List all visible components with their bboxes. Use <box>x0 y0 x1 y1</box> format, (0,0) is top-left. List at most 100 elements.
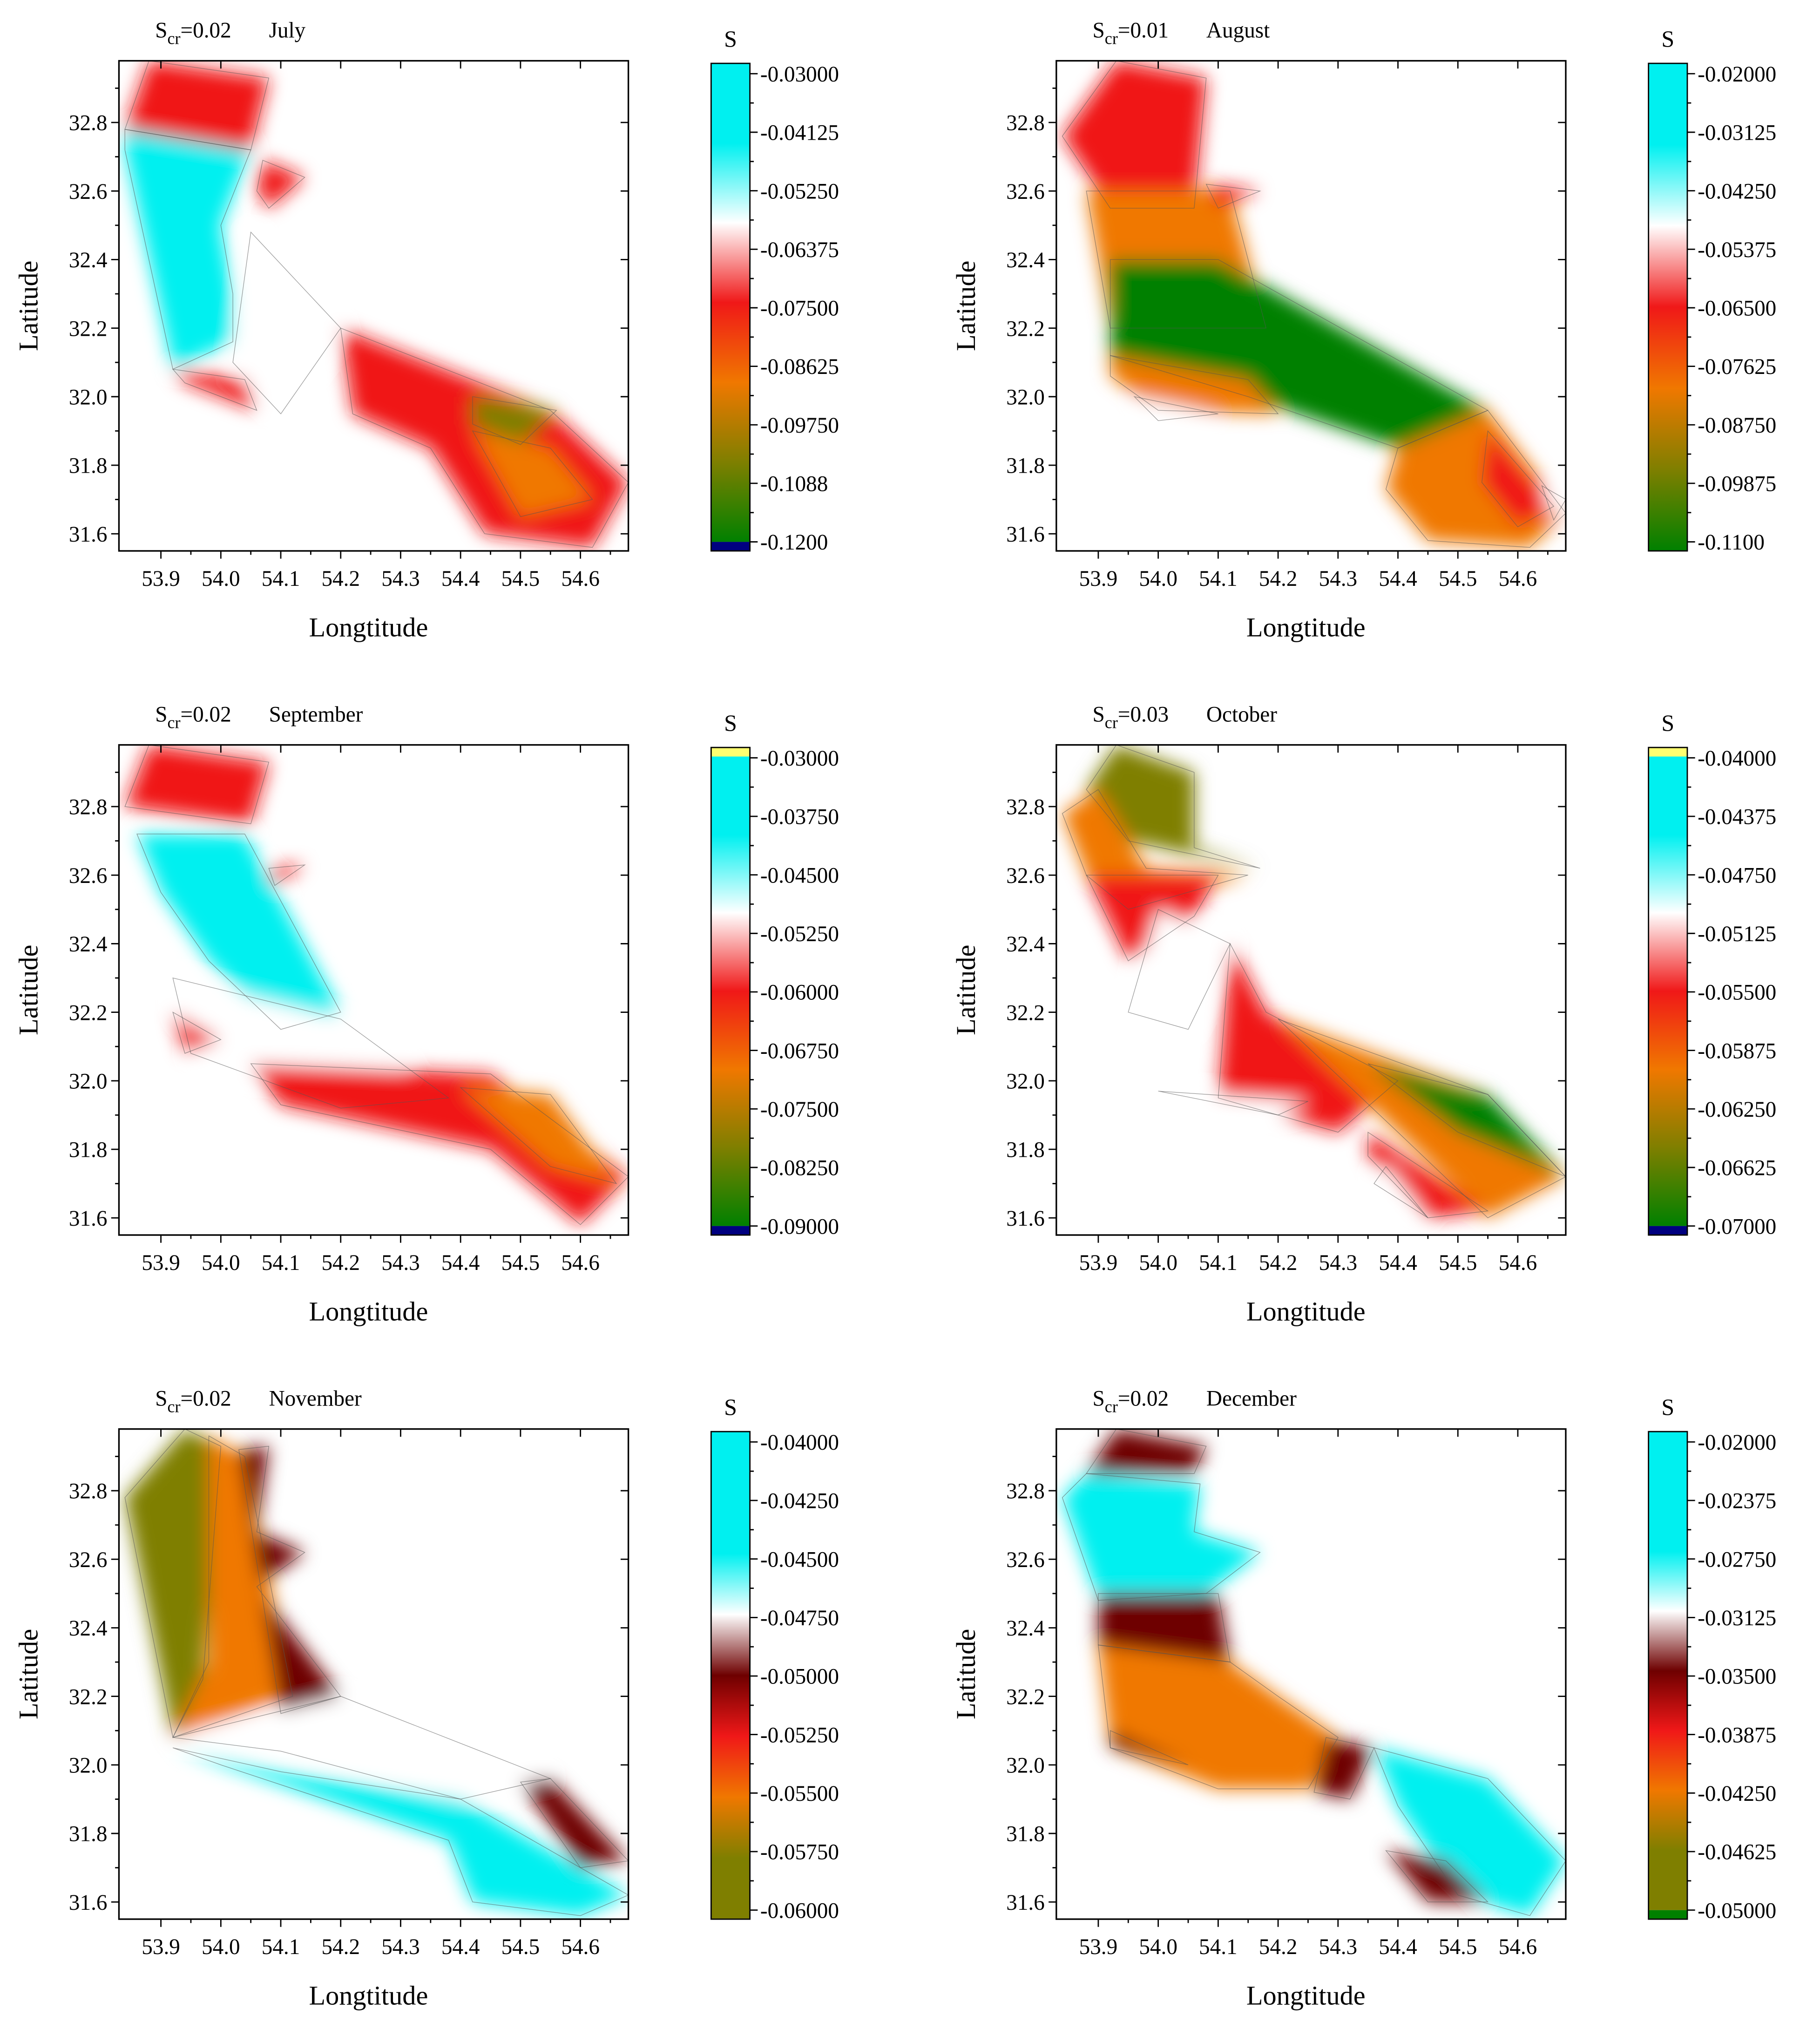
y-tick-label: 31.6 <box>69 1891 108 1915</box>
colorbar-tick-label: -0.04000 <box>760 1431 839 1455</box>
x-tick-label: 54.5 <box>501 1251 540 1275</box>
x-tick-label: 54.5 <box>501 567 540 591</box>
colorbar-tick-label: -0.07500 <box>760 1098 839 1122</box>
colorbar-tick-label: -0.06250 <box>1698 1098 1776 1122</box>
x-tick-label: 54.5 <box>1439 567 1477 591</box>
x-axis-label: Longtitude <box>1246 612 1366 642</box>
y-axis-label: Latitude <box>951 1629 981 1719</box>
contour-region <box>1542 486 1566 520</box>
colorbar-tick-label: -0.03875 <box>1698 1723 1776 1747</box>
scr-subscript: cr <box>1105 713 1118 732</box>
contour-region <box>1482 431 1554 527</box>
contour-line <box>1086 1429 1207 1474</box>
contour-region <box>1062 61 1206 209</box>
contour-region <box>1278 1019 1566 1218</box>
colorbar-tick-label: -0.08250 <box>760 1156 839 1181</box>
y-tick-label: 31.8 <box>69 1822 108 1846</box>
scr-value: =0.03 <box>1118 703 1169 727</box>
y-tick-label: 32.8 <box>69 1479 108 1504</box>
colorbar-under-swatch <box>711 1226 750 1235</box>
contour-region <box>173 1436 293 1737</box>
contour-region <box>1158 1091 1308 1115</box>
colorbar-tick-label: -0.07625 <box>1698 355 1776 379</box>
contour-region <box>125 745 269 824</box>
y-tick-label: 31.6 <box>69 1207 108 1231</box>
contour-line <box>340 327 629 548</box>
contour-area <box>1062 61 1566 548</box>
x-tick-label: 54.2 <box>321 567 360 591</box>
y-tick-label: 32.8 <box>69 795 108 820</box>
contour-line <box>250 1063 629 1225</box>
y-tick-label: 32.6 <box>69 180 108 204</box>
scr-symbol: S <box>155 19 167 43</box>
chart-panel-august: 53.9 54.0 54.1 54.2 54.3 54.4 54.5 54.6 32.8 32.6… <box>951 19 1776 643</box>
colorbar-tick-label: -0.04250 <box>1698 1782 1776 1806</box>
x-tick-label: 53.9 <box>142 567 180 591</box>
y-tick-label: 32.2 <box>1006 1685 1045 1709</box>
y-tick-label: 32.8 <box>69 111 108 136</box>
plot-frame <box>1055 1428 1567 1920</box>
contour-line <box>1062 1473 1261 1601</box>
x-tick-label: 53.9 <box>1079 1935 1118 1959</box>
contour-line <box>520 1778 629 1868</box>
colorbar-tick-label: -0.09750 <box>760 414 839 438</box>
contour-region <box>1098 1645 1338 1789</box>
colorbar-tick-label: -0.05000 <box>1698 1899 1776 1923</box>
contour-area <box>1062 1429 1566 1916</box>
contour-line <box>172 977 450 1109</box>
contour-line <box>1373 1166 1428 1218</box>
scr-subscript: cr <box>167 713 180 732</box>
x-tick-label: 53.9 <box>1079 1251 1118 1275</box>
x-axis-label: Longtitude <box>1246 1296 1366 1326</box>
contour-line <box>1062 61 1207 209</box>
colorbar-over-swatch <box>1648 747 1687 757</box>
chart-panel-october: 53.9 54.0 54.1 54.2 54.3 54.4 54.5 54.6 32.8 32.6… <box>951 703 1776 1327</box>
contour-line <box>1541 485 1566 521</box>
scr-symbol: S <box>1093 1387 1105 1411</box>
contour-line <box>1385 410 1566 548</box>
colorbar-tick-label: -0.09000 <box>760 1215 839 1239</box>
colorbar-tick-label: -0.04625 <box>1698 1840 1776 1865</box>
colorbar-tick-label: -0.04125 <box>760 121 839 145</box>
scr-symbol: S <box>155 1387 167 1411</box>
scr-subscript: cr <box>167 1397 180 1416</box>
x-tick-label: 54.2 <box>321 1935 360 1959</box>
contour-fill <box>125 1429 629 1916</box>
colorbar-gradient <box>1648 756 1687 1226</box>
colorbar-tick-label: -0.03000 <box>760 62 839 87</box>
scr-subscript: cr <box>1105 29 1118 48</box>
y-axis-label: Latitude <box>951 945 981 1035</box>
colorbar-tick-label: -0.02000 <box>1698 62 1776 87</box>
colorbar-gradient <box>711 1432 750 1920</box>
colorbar-gradient <box>1648 63 1687 551</box>
contour-region <box>1368 1132 1488 1218</box>
x-tick-label: 54.5 <box>501 1935 540 1959</box>
x-tick-label: 54.0 <box>202 1251 240 1275</box>
colorbar-tick-label: -0.03000 <box>760 747 839 771</box>
y-tick-label: 32.2 <box>69 1685 108 1709</box>
scr-subscript: cr <box>1105 1397 1118 1416</box>
x-tick-label: 54.6 <box>1499 1935 1537 1959</box>
contour-region <box>1128 909 1231 1030</box>
y-tick-label: 32.0 <box>69 1754 108 1778</box>
contour-area <box>124 61 629 548</box>
colorbar-tick-label: -0.02000 <box>1698 1431 1776 1455</box>
x-axis-label: Longtitude <box>309 612 428 642</box>
contour-line <box>1385 1850 1489 1902</box>
contour-region <box>472 431 593 517</box>
x-tick-label: 54.0 <box>1139 567 1177 591</box>
y-tick-label: 32.6 <box>1006 864 1045 888</box>
x-tick-label: 54.5 <box>1439 1935 1477 1959</box>
colorbar-tick-label: -0.06000 <box>760 981 839 1005</box>
x-tick-label: 54.0 <box>1139 1935 1177 1959</box>
y-tick-label: 32.0 <box>1006 385 1045 409</box>
x-tick-label: 54.4 <box>1379 1251 1417 1275</box>
y-axis-label: Latitude <box>951 261 981 351</box>
scr-symbol: S <box>155 703 167 727</box>
colorbar-tick-label: -0.04500 <box>760 863 839 888</box>
contour-region <box>173 1012 221 1053</box>
colorbar-tick-label: -0.1100 <box>1698 530 1765 555</box>
panel-header: Scr=0.02 <box>1093 1387 1169 1416</box>
colorbar-tick-label: -0.05375 <box>1698 238 1776 262</box>
contour-region <box>1098 1593 1231 1663</box>
